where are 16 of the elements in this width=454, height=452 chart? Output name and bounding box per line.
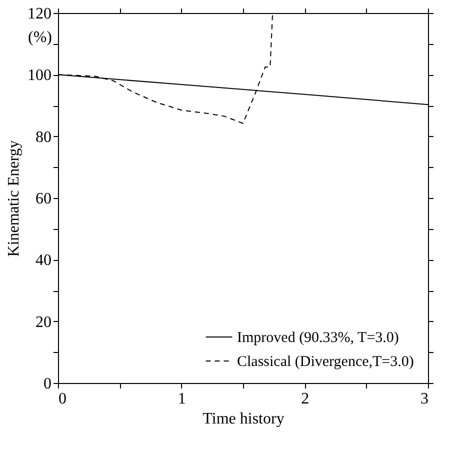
- legend-label: Improved (90.33%, T=3.0): [237, 330, 399, 346]
- y-tick-label: 60: [36, 190, 52, 208]
- y-tick-label: 0: [44, 376, 52, 392]
- y-tick-label: 40: [36, 252, 52, 270]
- legend-label: Classical (Divergence,T=3.0): [237, 354, 414, 370]
- y-tick-label: 20: [36, 314, 52, 331]
- x-tick-label: 2: [301, 390, 310, 408]
- y-tick-label: 80: [36, 128, 52, 146]
- x-tick-label: 0: [58, 390, 66, 408]
- x-tick-label: 1: [178, 390, 186, 408]
- text: (%): [28, 29, 52, 46]
- y-axis-title: Kinematic Energy: [6, 140, 22, 257]
- y-tick-label: 100: [28, 67, 52, 84]
- y-tick-label: 120: [28, 6, 52, 22]
- x-axis-title: Time history: [202, 410, 284, 428]
- x-tick-label: 3: [420, 390, 428, 408]
